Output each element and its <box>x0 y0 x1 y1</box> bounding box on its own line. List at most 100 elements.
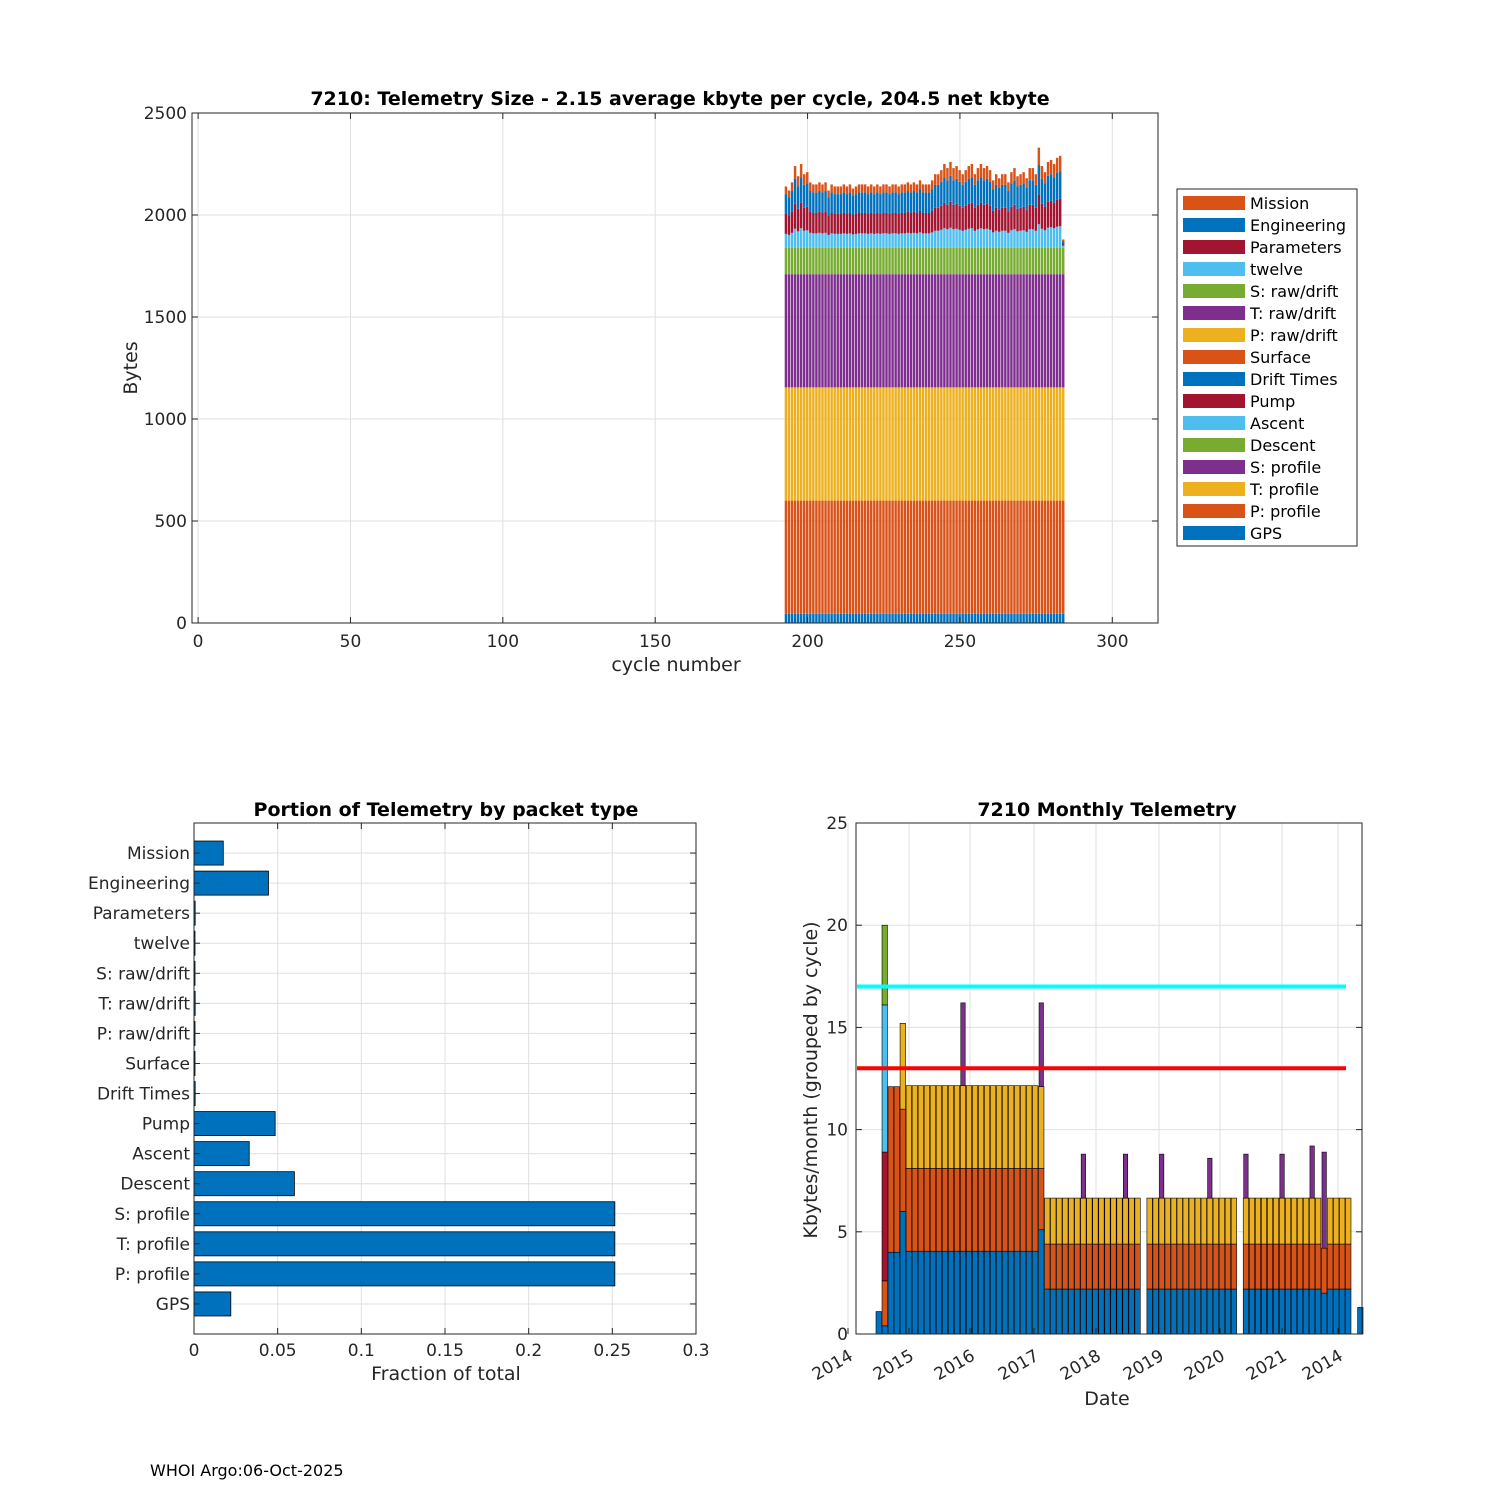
month-bar-segment <box>984 1085 991 1169</box>
cycle-bar-segment <box>934 500 937 614</box>
cycle-bar-segment <box>949 161 952 176</box>
cycle-bar-segment <box>799 274 803 388</box>
cycle-bar-segment <box>799 228 803 248</box>
month-bar-segment <box>1032 1168 1039 1252</box>
month-bar-segment <box>1104 1243 1111 1290</box>
cycle-bar-segment <box>876 184 879 193</box>
month-ytick-label: 15 <box>826 1018 848 1038</box>
month-bar-segment <box>1062 1288 1069 1335</box>
cycle-bar-segment <box>894 192 897 213</box>
cycle-bar-segment <box>830 247 833 275</box>
cycle-bar-segment <box>787 197 791 217</box>
legend-label: S: raw/drift <box>1250 282 1338 301</box>
cycle-bar-segment <box>860 212 864 234</box>
cycle-bar-segment <box>967 178 970 204</box>
cycle-bar-segment <box>815 192 818 213</box>
cycle-bar-segment <box>793 613 797 623</box>
month-bar-segment <box>1260 1197 1268 1245</box>
month-xtick-label: 2014 <box>1299 1346 1346 1385</box>
cycle-bar-segment <box>806 274 809 388</box>
cycle-bar-segment <box>1052 228 1056 248</box>
hbar-bar <box>193 1231 616 1257</box>
cycle-bar-segment <box>891 387 894 501</box>
month-threshold-lines <box>857 984 1346 1071</box>
cycle-bar-segment <box>839 613 843 623</box>
cycle-bar-segment <box>1001 247 1004 275</box>
cycle-bar-segment <box>1062 613 1065 623</box>
cycle-bar-segment <box>1016 247 1019 275</box>
cycle-bar-segment <box>952 387 955 501</box>
cycle-bar-segment <box>802 500 806 614</box>
cycle-bar-segment <box>976 387 980 501</box>
cycle-bar-segment <box>964 229 967 248</box>
month-bar-segment <box>1098 1243 1105 1290</box>
legend-label: twelve <box>1250 260 1303 279</box>
cycle-bar-segment <box>879 233 882 248</box>
cycle-bar-segment <box>1025 178 1028 188</box>
cycle-bar-segment <box>964 387 967 501</box>
cycle-bar-segment <box>979 387 983 501</box>
month-bar-segment <box>1194 1288 1201 1335</box>
month-ytick-label: 10 <box>826 1121 848 1141</box>
cycle-bar-segment <box>1040 178 1044 204</box>
cycle-bar-segment <box>854 194 858 214</box>
cycle-bar-segment <box>934 387 937 501</box>
cycle-bar-segment <box>809 232 812 248</box>
cycle-bar-segment <box>790 232 794 248</box>
cycle-bar-segment <box>873 194 876 214</box>
cycle-bar-segment <box>836 500 839 614</box>
month-bar-segment <box>1092 1288 1099 1335</box>
cycle-bar-segment <box>839 247 843 275</box>
cycle-bar-segment <box>870 613 873 623</box>
cycle-bar-segment <box>845 213 849 234</box>
cycle-bar-segment <box>790 211 794 233</box>
cycle-bar-segment <box>903 233 906 248</box>
month-bar-segment <box>1218 1288 1225 1335</box>
cycle-bar-segment <box>885 613 888 623</box>
legend-label: Surface <box>1250 348 1311 367</box>
month-bar-segment <box>1188 1243 1195 1290</box>
cycle-bar-segment <box>915 247 919 275</box>
cycle-bar-segment <box>812 247 815 275</box>
cycle-bar-segment <box>988 229 992 248</box>
cycle-bar-segment <box>882 613 885 623</box>
cycle-bar-segment <box>982 274 986 388</box>
cycle-bar-segment <box>900 192 903 213</box>
month-bar-segment <box>1056 1243 1063 1290</box>
cycle-bar-segment <box>909 613 913 623</box>
month-bar-segment <box>972 1250 979 1335</box>
month-bar-segment <box>1002 1250 1009 1335</box>
month-xtick-label: 2020 <box>1181 1346 1228 1385</box>
cycle-bar-segment <box>897 186 900 195</box>
portion-by-packet-chart: 0 0.05 0.1 0.15 0.2 0.25 0.3 Mission Engineering… <box>88 799 710 1385</box>
cycle-bar-segment <box>806 183 809 207</box>
cycle-bar-segment <box>830 387 833 501</box>
legend-label: Engineering <box>1250 216 1346 235</box>
cycle-bar-segment <box>949 613 952 623</box>
cycle-bar-segment <box>793 203 797 229</box>
cycle-bar-segment <box>796 231 800 248</box>
month-bar-segment <box>911 1085 918 1169</box>
cycle-bar-segment <box>796 208 800 232</box>
cycle-bar-segment <box>1031 387 1034 501</box>
cycle-bar-segment <box>958 170 961 182</box>
month-bar-segment <box>984 1250 991 1335</box>
cycle-bar-segment <box>991 247 995 275</box>
cycle-bar-segment <box>851 188 855 196</box>
month-bar-segment <box>1285 1197 1292 1245</box>
cycle-bar-segment <box>836 274 839 388</box>
cycle-bar-segment <box>1037 274 1041 388</box>
cycle-bar-segment <box>952 247 955 275</box>
cycle-bar-segment <box>854 213 858 234</box>
month-bar-segment <box>1116 1243 1123 1290</box>
cycle-bar-segment <box>1028 168 1031 181</box>
cycle-bar-segment <box>815 233 818 248</box>
cycle-bar-segment <box>793 247 797 275</box>
cycle-bar-segment <box>1016 274 1019 388</box>
cycle-bar-segment <box>988 500 992 614</box>
cycle-bar-segment <box>1001 613 1004 623</box>
cycle-bar-segment <box>909 500 913 614</box>
month-bar-segment <box>929 1250 936 1335</box>
month-bar-segment <box>1333 1288 1340 1335</box>
cycle-bar-segment <box>979 274 983 388</box>
